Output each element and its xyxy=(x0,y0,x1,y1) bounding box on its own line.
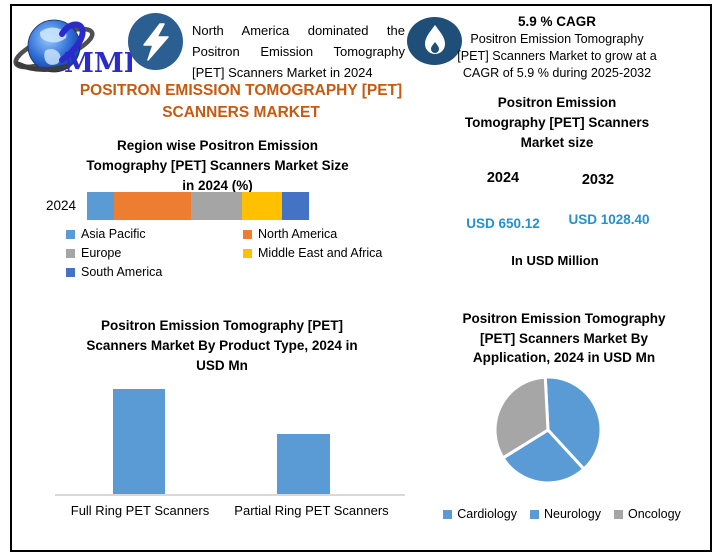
pie-slice-neurology xyxy=(501,428,586,485)
region-chart-title: Region wise Positron Emission Tomography… xyxy=(40,136,395,196)
application-chart-title-line: Positron Emission Tomography xyxy=(462,311,666,326)
product-chart-title: Positron Emission Tomography [PET] Scann… xyxy=(47,316,397,376)
legend-swatch xyxy=(66,268,75,277)
mmr-logo: MMR xyxy=(13,19,132,76)
logo-swoosh xyxy=(59,21,86,63)
product-chart-title-line: USD Mn xyxy=(196,358,248,373)
product-chart-title-line: Scanners Market By Product Type, 2024 in xyxy=(86,338,358,353)
legend-item-oncology: Oncology xyxy=(613,507,681,521)
market-size-title: Positron Emission Tomography [PET] Scann… xyxy=(440,93,674,153)
legend-label: Cardiology xyxy=(457,507,517,521)
application-chart-title: Positron Emission Tomography [PET] Scann… xyxy=(445,309,683,368)
legend-label: North America xyxy=(258,227,338,241)
region-segment-asia-pacific xyxy=(87,192,114,220)
market-size-year-2032: 2032 xyxy=(581,172,615,188)
legend-item-asia-pacific: Asia Pacific xyxy=(66,228,146,241)
cagr-block: 5.9 % CAGR Positron Emission Tomography … xyxy=(443,12,671,82)
legend-item-middle-east-africa: Middle East and Africa xyxy=(243,247,382,260)
region-chart-title-line: Tomography [PET] Scanners Market Size xyxy=(86,158,349,173)
application-pie-chart xyxy=(493,375,603,485)
market-size-year-2024: 2024 xyxy=(486,170,520,186)
application-chart-title-line: Application, 2024 in USD Mn xyxy=(472,350,656,365)
legend-swatch xyxy=(66,249,75,258)
cagr-line: CAGR of 5.9 % during 2025-2032 xyxy=(462,66,652,80)
page-title: POSITRON EMISSION TOMOGRAPHY [PET] SCANN… xyxy=(60,80,422,124)
legend-swatch xyxy=(443,509,453,519)
legend-swatch xyxy=(243,230,252,239)
axis-label-partial-ring: Partial Ring PET Scanners xyxy=(234,503,389,518)
market-size-title-line: Positron Emission xyxy=(497,95,617,110)
market-size-title-line: Tomography [PET] Scanners xyxy=(464,115,650,130)
logo-text: MMR xyxy=(64,48,132,76)
legend-label: Oncology xyxy=(627,507,681,521)
legend-label: Asia Pacific xyxy=(81,227,146,241)
market-size-value-2032: USD 1028.40 xyxy=(568,212,650,227)
legend-label: Europe xyxy=(81,246,122,260)
bar-full-ring-pet-scanners xyxy=(113,389,165,494)
legend-item-south-america: South America xyxy=(66,266,162,279)
bar-partial-ring-pet-scanners xyxy=(277,434,330,494)
pie-slice-oncology xyxy=(493,375,550,460)
market-size-unit-note: In USD Million xyxy=(511,253,599,268)
market-size-value-2024: USD 650.12 xyxy=(466,216,540,231)
lightning-badge xyxy=(128,13,183,70)
legend-swatch xyxy=(529,509,539,519)
product-bar-plot xyxy=(55,380,405,496)
flame-icon xyxy=(424,25,445,54)
application-chart-title-line: [PET] Scanners Market By xyxy=(479,330,649,346)
cagr-title: 5.9 % CAGR xyxy=(517,14,597,29)
market-size-title-line: Market size xyxy=(520,135,594,150)
application-legend: Cardiology Neurology Oncology xyxy=(426,507,698,521)
legend-item-neurology: Neurology xyxy=(529,507,601,521)
lightning-icon xyxy=(142,22,169,61)
legend-swatch xyxy=(66,230,75,239)
axis-label-full-ring: Full Ring PET Scanners xyxy=(70,503,210,518)
cagr-line: Positron Emission Tomography xyxy=(470,32,644,46)
legend-label: Middle East and Africa xyxy=(258,246,383,260)
legend-swatch xyxy=(243,249,252,258)
flame-badge xyxy=(407,17,462,65)
region-segment-south-america xyxy=(282,192,309,220)
legend-item-europe: Europe xyxy=(66,247,121,260)
region-segment-middle-east-africa xyxy=(242,192,283,220)
legend-label: South America xyxy=(81,265,163,279)
region-chart-title-line: Region wise Positron Emission xyxy=(116,138,319,153)
page-title-line: SCANNERS MARKET xyxy=(162,104,320,121)
pie-slice-cardiology xyxy=(543,375,603,471)
legend-swatch xyxy=(613,509,623,519)
product-chart-title-line: Positron Emission Tomography [PET] xyxy=(100,318,344,333)
region-segment-europe xyxy=(191,192,243,220)
region-segment-north-america xyxy=(113,192,192,220)
product-axis-labels: Full Ring PET Scanners Partial Ring PET … xyxy=(55,503,405,521)
legend-item-cardiology: Cardiology xyxy=(443,507,517,521)
legend-label: Neurology xyxy=(543,507,601,521)
cagr-line: [PET] Scanners Market to grow at a xyxy=(457,49,657,63)
page-title-line: POSITRON EMISSION TOMOGRAPHY [PET] xyxy=(79,82,403,99)
region-stacked-bar xyxy=(87,192,309,220)
region-axis-category: 2024 xyxy=(45,198,77,213)
border-frame xyxy=(10,4,712,552)
na-dominance-callout: North America dominated the Positron Emi… xyxy=(192,23,405,80)
region-chart-title-line: in 2024 (%) xyxy=(182,178,253,193)
legend-item-north-america: North America xyxy=(243,228,337,241)
